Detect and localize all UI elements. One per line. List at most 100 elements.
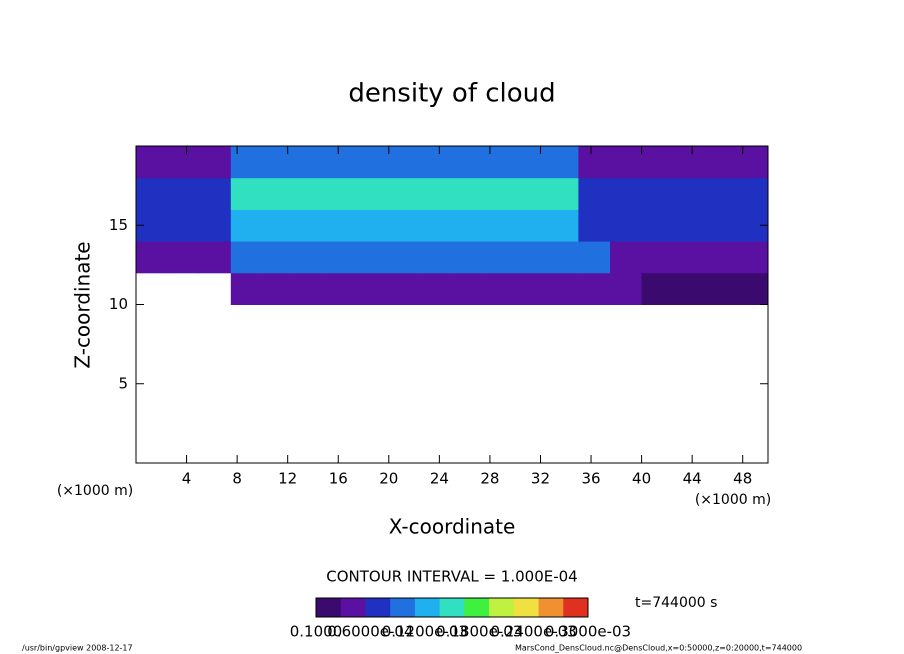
cell (199, 146, 232, 179)
cell (483, 177, 516, 210)
cell (136, 241, 169, 274)
cell (294, 272, 327, 305)
cell (388, 146, 421, 179)
cell (388, 177, 421, 210)
colorbar-frame (315, 597, 589, 618)
cell (357, 272, 390, 305)
cell (420, 272, 453, 305)
cell (230, 146, 263, 179)
cell (325, 272, 358, 305)
y-tick-label: 15 (109, 216, 128, 234)
cell (325, 241, 358, 274)
cell (578, 146, 611, 179)
colorbar-swatch (489, 598, 515, 617)
cell (673, 177, 706, 210)
chart-title: density of cloud (348, 79, 555, 109)
cell (388, 272, 421, 305)
x-tick-label: 28 (480, 470, 499, 488)
cell (610, 146, 643, 179)
cell (136, 177, 169, 210)
cell (262, 209, 295, 242)
cell (420, 209, 453, 242)
colorbar-swatch (316, 598, 342, 617)
cell (262, 272, 295, 305)
y-axis-label: Z-coordinate (71, 241, 95, 368)
cell (736, 241, 769, 274)
cell (578, 177, 611, 210)
footer-right: MarsCond_DensCloud.nc@DensCloud,x=0:5000… (515, 644, 802, 653)
cell (167, 241, 200, 274)
cell (610, 241, 643, 274)
cell (641, 209, 674, 242)
cell (546, 209, 579, 242)
cell (483, 209, 516, 242)
cell (294, 146, 327, 179)
cell (199, 241, 232, 274)
cell (452, 272, 485, 305)
x-tick-label: 36 (581, 470, 600, 488)
colorbar-swatch (538, 598, 564, 617)
cell (704, 209, 737, 242)
footer-left: /usr/bin/gpview 2008-12-17 (22, 644, 133, 653)
colorbar-label: 0.1800e-03 (436, 623, 522, 641)
cell (357, 209, 390, 242)
cell (515, 272, 548, 305)
x-tick-label: 8 (232, 470, 242, 488)
cell (736, 146, 769, 179)
x-tick-label: 24 (430, 470, 449, 488)
cell (704, 241, 737, 274)
cell (388, 241, 421, 274)
cell (325, 209, 358, 242)
cell (357, 241, 390, 274)
colorbar-swatch (513, 598, 540, 617)
cell (704, 177, 737, 210)
colorbar-swatch (340, 598, 366, 617)
cell (357, 146, 390, 179)
cell (578, 209, 611, 242)
y-tick-label: 5 (118, 374, 128, 392)
cell (294, 177, 327, 210)
y-unit: (×1000 m) (57, 483, 133, 499)
cell (610, 272, 643, 305)
colorbar-swatch (414, 598, 441, 617)
cell (736, 177, 769, 210)
colorbar-label: 0.6000e-04 (327, 623, 413, 641)
colorbar-label: 0.3000e-03 (545, 623, 631, 641)
x-tick-label: 12 (278, 470, 297, 488)
cell (199, 177, 232, 210)
x-tick-label: 4 (182, 470, 192, 488)
cell (357, 177, 390, 210)
x-tick-label: 48 (733, 470, 752, 488)
x-tick-label: 16 (329, 470, 348, 488)
cell (420, 177, 453, 210)
cell (230, 209, 263, 242)
cell (262, 146, 295, 179)
cell (452, 177, 485, 210)
x-axis-label: X-coordinate (389, 515, 516, 539)
colorbar-label: 0.2400e-03 (490, 623, 576, 641)
cell (420, 146, 453, 179)
cell (641, 272, 674, 305)
cell (578, 241, 611, 274)
cell (452, 146, 485, 179)
cell (325, 146, 358, 179)
cell (641, 146, 674, 179)
cell (230, 272, 263, 305)
cell (546, 146, 579, 179)
cell (230, 241, 263, 274)
cell (610, 177, 643, 210)
cell (515, 241, 548, 274)
colorbar-swatch (365, 598, 391, 617)
cell (262, 177, 295, 210)
cell (136, 146, 169, 179)
cell (452, 241, 485, 274)
cell (546, 177, 579, 210)
cell (294, 241, 327, 274)
colorbar-label: 0.1000 (290, 623, 343, 641)
contour-interval: CONTOUR INTERVAL = 1.000E-04 (326, 568, 577, 586)
cell (294, 209, 327, 242)
cell (515, 177, 548, 210)
cell (199, 209, 232, 242)
colorbar-swatch (439, 598, 465, 617)
